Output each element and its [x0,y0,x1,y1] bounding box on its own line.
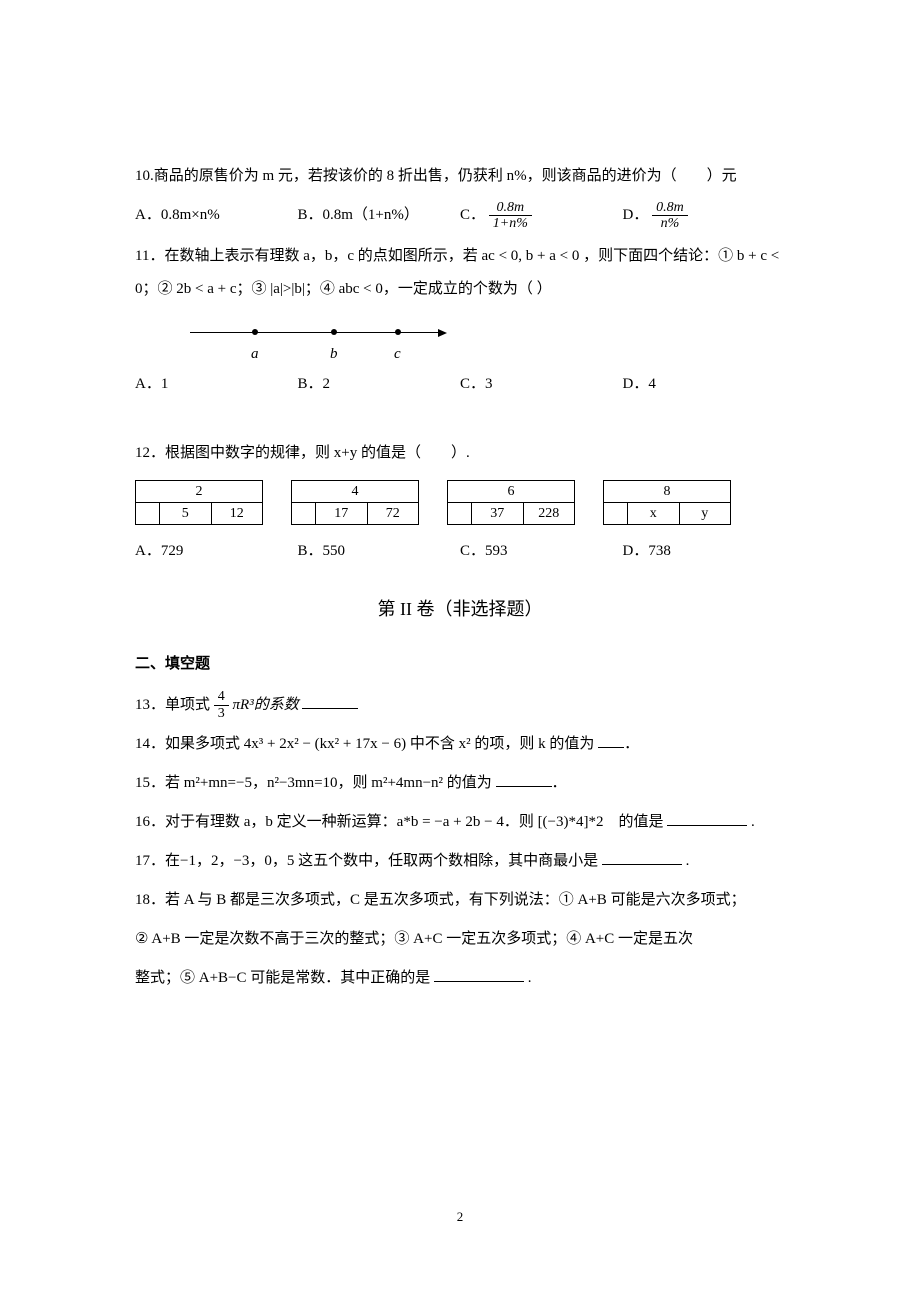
q12-box-3-top: 8 [604,481,730,503]
q12-box-0: 2 5 12 [135,480,263,525]
q18-line2: ② A+B 一定是次数不高于三次的整式；③ A+C 一定五次多项式；④ A+C … [135,923,785,956]
numberline-dot-a [252,329,258,335]
q12-box-1-top: 4 [292,481,418,503]
q12-box-2-left: 37 [472,503,524,524]
q13-num: 4 [214,689,229,705]
q12-box-0-left: 5 [160,503,212,524]
q10-text: 10.商品的原售价为 m 元，若按该价的 8 折出售，仍获利 n%，则该商品的进… [135,160,785,193]
q16-post: . [751,814,755,830]
fill-heading: 二、填空题 [135,648,785,681]
q16-blank [667,812,747,826]
q10-opt-d: D． 0.8m n% [623,199,786,232]
q14-blank [598,734,624,748]
q12-box-2: 6 37 228 [447,480,575,525]
q11-opt-c: C．3 [460,368,623,401]
q17-blank [602,851,682,865]
q10-d-den: n% [652,216,688,231]
q12-box-2-top: 6 [448,481,574,503]
q11-numberline: a b c [190,324,450,360]
q18-line3-pre: 整式；⑤ A+B−C 可能是常数．其中正确的是 [135,970,430,986]
numberline-arrow-icon [438,329,447,337]
q10-c-den: 1+n% [489,216,532,231]
q17-post: . [686,853,690,869]
q11-text: 11．在数轴上表示有理数 a，b，c 的点如图所示，若 ac < 0, b + … [135,240,785,306]
q10-c-num: 0.8m [489,200,532,216]
q15-blank [496,773,552,787]
q18-blank [434,968,524,982]
q16-pre: 16．对于有理数 a，b 定义一种新运算：a*b = −a + 2b − 4．则… [135,814,664,830]
q12-opt-d: D．738 [623,535,786,568]
q11-opt-a: A．1 [135,368,298,401]
q12-box-0-right: 12 [212,503,263,524]
q15-text: 15．若 m²+mn=−5，n²−3mn=10，则 m²+4mn−n² 的值为 [135,775,492,791]
q12-box-3-left: x [628,503,680,524]
q18-line3-post: . [528,970,532,986]
q12-box-2-spacer [448,503,472,524]
q12-options: A．729 B．550 C．593 D．738 [135,535,785,568]
numberline-label-c: c [394,338,401,371]
numberline-line [190,332,440,333]
q11-opt-d: D．4 [623,368,786,401]
q10-opt-c: C． 0.8m 1+n% [460,199,623,232]
q12-box-2-right: 228 [524,503,575,524]
q10-opt-b: B．0.8m（1+n%） [298,199,461,232]
q12-box-1-spacer [292,503,316,524]
q10-d-label: D． [623,207,649,223]
q17: 17．在−1，2，−3，0，5 这五个数中，任取两个数相除，其中商最小是 . [135,845,785,878]
numberline-label-b: b [330,338,338,371]
q13-frac: 4 3 [214,689,229,721]
section-2-heading: 第 II 卷（非选择题） [135,590,785,630]
q13: 13．单项式 4 3 πR³的系数 [135,689,785,722]
q11-numberline-wrap: a b c [190,324,785,360]
q12-text: 12．根据图中数字的规律，则 x+y 的值是（ ）. [135,437,785,470]
q13-den: 3 [214,706,229,721]
q17-pre: 17．在−1，2，−3，0，5 这五个数中，任取两个数相除，其中商最小是 [135,853,598,869]
q10-d-num: 0.8m [652,200,688,216]
q10-c-frac: 0.8m 1+n% [489,200,532,232]
q14: 14．如果多项式 4x³ + 2x² − (kx² + 17x − 6) 中不含… [135,728,785,761]
q12-opt-a: A．729 [135,535,298,568]
q15: 15．若 m²+mn=−5，n²−3mn=10，则 m²+4mn−n² 的值为 … [135,767,785,800]
q11-options: A．1 B．2 C．3 D．4 [135,368,785,401]
q10-d-frac: 0.8m n% [652,200,688,232]
q11-opt-b: B．2 [298,368,461,401]
q14-text: 14．如果多项式 4x³ + 2x² − (kx² + 17x − 6) 中不含… [135,736,594,752]
q12-box-1-left: 17 [316,503,368,524]
q12-box-3: 8 x y [603,480,731,525]
q10-options: A．0.8m×n% B．0.8m（1+n%） C． 0.8m 1+n% D． 0… [135,199,785,232]
q12-box-0-top: 2 [136,481,262,503]
q12-box-1: 4 17 72 [291,480,419,525]
numberline-label-a: a [251,338,259,371]
q13-pre: 13．单项式 [135,697,210,713]
q12-box-0-spacer [136,503,160,524]
q12-box-3-spacer [604,503,628,524]
q18-line3: 整式；⑤ A+B−C 可能是常数．其中正确的是 . [135,962,785,995]
q12-box-3-right: y [680,503,731,524]
numberline-dot-c [395,329,401,335]
q12-pattern-row: 2 5 12 4 17 72 6 37 228 8 x y [135,480,785,525]
q10-c-label: C． [460,207,485,223]
q10-opt-a: A．0.8m×n% [135,199,298,232]
q18-line1: 18．若 A 与 B 都是三次多项式，C 是五次多项式，有下列说法：① A+B … [135,884,785,917]
q12-box-1-right: 72 [368,503,419,524]
page-number: 2 [0,1203,920,1232]
numberline-dot-b [331,329,337,335]
q16: 16．对于有理数 a，b 定义一种新运算：a*b = −a + 2b − 4．则… [135,806,785,839]
q13-blank [302,695,358,709]
q13-post: πR³的系数 [233,697,299,713]
q12-opt-b: B．550 [298,535,461,568]
q12-opt-c: C．593 [460,535,623,568]
